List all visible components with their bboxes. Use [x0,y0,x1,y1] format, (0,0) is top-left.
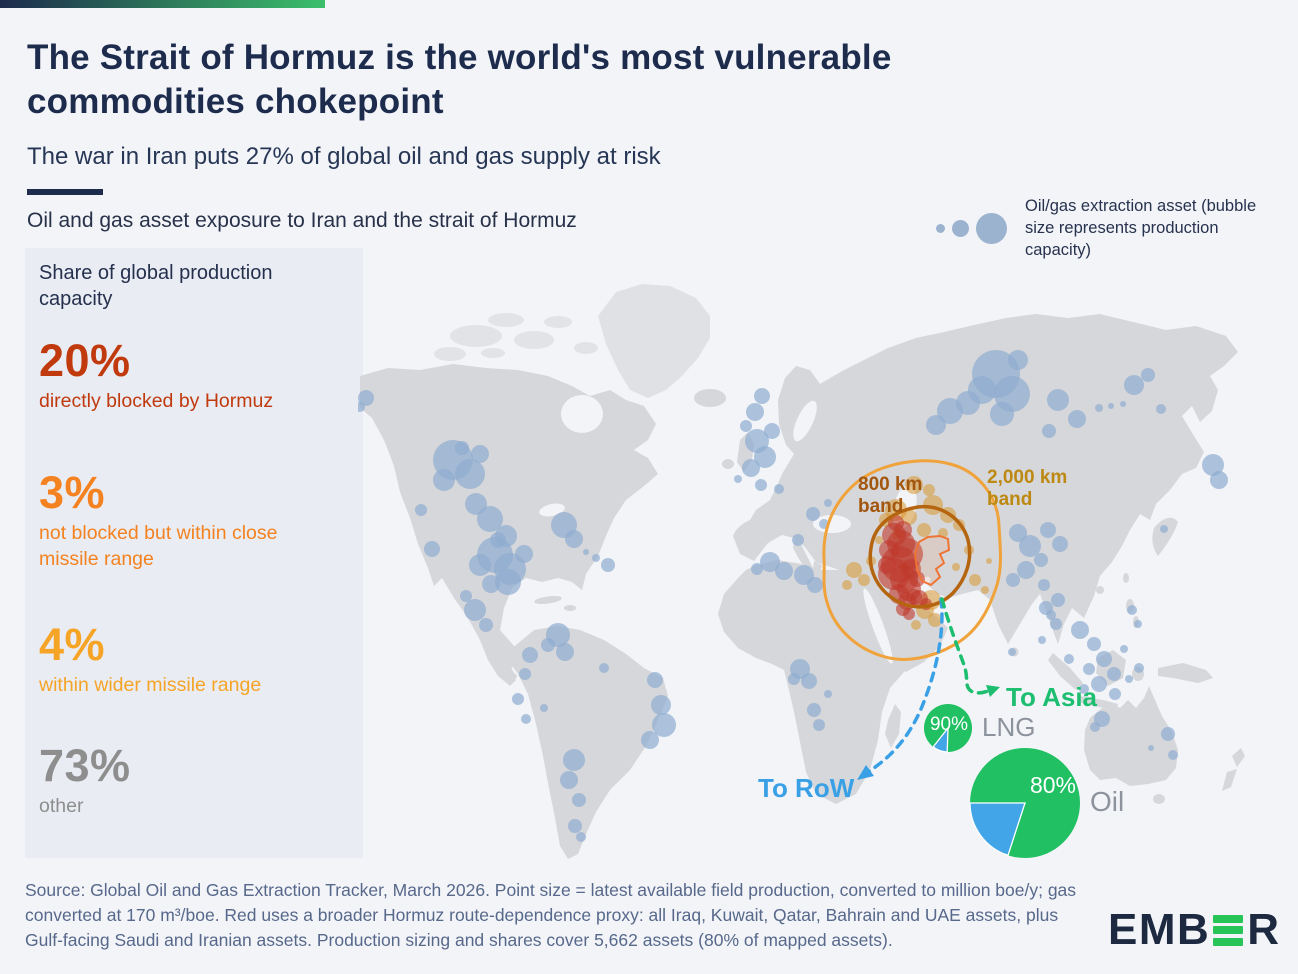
south-america [508,626,668,859]
stat-label: directly blocked by Hormuz [39,390,274,412]
pie-oil-blue-slice [969,802,1026,857]
bubble-size-legend: Oil/gas extraction asset (bubble size re… [936,196,1259,262]
flow-to-row [857,597,944,780]
logo-text-emb: EMB [1108,905,1211,954]
stat-value: 4% [39,619,106,670]
greenland [598,284,710,398]
great-lakes [539,503,565,517]
pie-lng: 90% LNG [924,704,1035,753]
hudson-bay [561,395,603,433]
panel-heading: Share of global production capacity [39,262,273,310]
chart-heading: Oil and gas asset exposure to Iran and t… [27,209,577,232]
tasmania [1153,794,1165,804]
pie-lng-blue-slice [932,726,949,753]
world-map: 800 km band 2,000 km band 90% LNG 80%Oil … [358,284,1245,859]
to-row-arrowhead [857,765,874,780]
japan [1152,517,1178,556]
brand-accent-bar [0,0,325,8]
new-guinea [1158,663,1213,683]
bubble-group-red [878,515,932,620]
iceland [694,389,726,407]
red-sea [863,588,893,664]
to-asia-label: To Asia [1006,682,1098,712]
logo-text-r: R [1247,905,1281,954]
australia [1084,686,1178,786]
stat-close-missile: 3% not blocked but within close missile … [39,470,349,572]
stat-wider-missile: 4% within wider missile range [39,622,349,699]
new-zealand-south [1222,769,1237,791]
source-note: Source: Global Oil and Gas Extraction Tr… [25,880,1077,950]
new-zealand-north [1232,748,1245,767]
legend-bubble-icons [936,213,1007,245]
stat-value: 20% [39,335,131,386]
africa [718,560,916,804]
pie-oil: 80% Oil [969,748,1124,858]
stat-value: 73% [39,740,131,791]
hainan [1096,586,1104,594]
iran-outline [913,534,951,587]
ireland [722,459,734,469]
ember-logo: EMB R [1108,905,1281,955]
bubble-large-icon [976,213,1007,245]
baltic-sea [793,400,817,442]
band-800-label-line1: 800 km [858,474,922,495]
band-2000-label-line1: 2,000 km [987,467,1067,488]
pie-lng-pct-label: 90% [930,714,968,735]
sumatra [1048,653,1083,690]
bubble-medium-icon [952,220,969,238]
asset-bubbles [358,350,1228,842]
stat-label: not blocked but within close missile ran… [39,522,278,570]
pie-oil-name-label: Oil [1090,786,1124,817]
taiwan [1123,573,1129,583]
to-row-label: To RoW [758,773,855,803]
band-2000km-outline [822,459,1002,661]
heading-divider [27,189,103,195]
logo-green-e-icon [1213,914,1244,946]
share-stats-panel: Share of global production capacity 20% … [25,248,363,858]
stat-label: within wider missile range [39,674,262,696]
madagascar [885,704,901,748]
stat-value: 3% [39,467,106,518]
north-america [360,364,658,686]
flow-to-asia [940,597,1000,697]
band-800km-outline [868,504,972,609]
bubble-group-blue [358,350,1228,842]
stat-label: other [39,795,84,817]
band-800-label-line2: band [858,496,903,517]
bubble-small-icon [936,224,945,234]
hispaniola [564,605,576,611]
pie-oil-pct-label: 80% [1030,772,1076,798]
band-2000-label-line2: band [987,489,1032,510]
cuba [534,596,562,604]
legend-label: Oil/gas extraction asset (bubble size re… [1025,197,1257,259]
subtitle: The war in Iran puts 27% of global oil a… [27,143,661,170]
pie-lng-name-label: LNG [982,712,1035,742]
stat-blocked: 20% directly blocked by Hormuz [39,338,349,415]
page-title: The Strait of Hormuz is the world's most… [27,38,892,122]
to-asia-arrowhead [986,685,1000,697]
arctic-islands [434,313,598,361]
stat-other: 73% other [39,743,349,820]
